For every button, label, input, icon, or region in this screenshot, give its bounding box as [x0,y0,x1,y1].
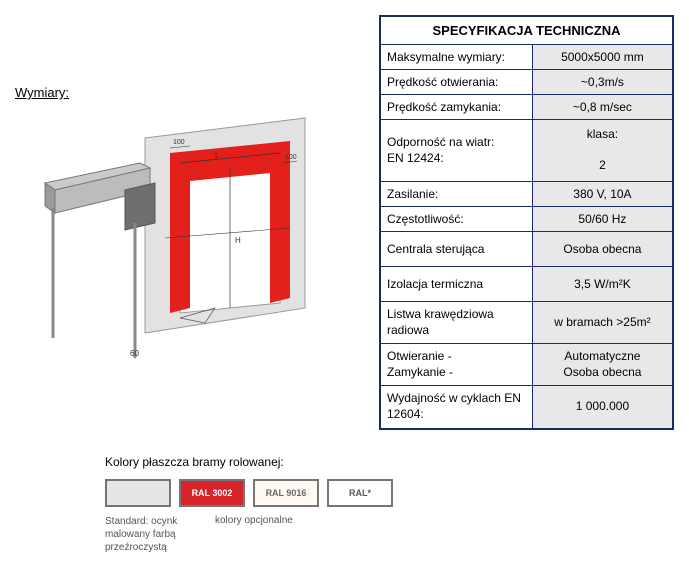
spec-value: 380 V, 10A [532,182,673,207]
spec-row: Zasilanie:380 V, 10A [380,182,673,207]
spec-value: 1 000.000 [532,386,673,429]
color-swatches: RAL 3002 RAL 9016 RAL* [105,479,674,507]
spec-row: Odporność na wiatr: EN 12424:klasa: 2 [380,120,673,182]
spec-value: Automatyczne Osoba obecna [532,344,673,386]
spec-label: Prędkość otwierania: [380,70,532,95]
spec-label: Otwieranie - Zamykanie - [380,344,532,386]
spec-value: Osoba obecna [532,232,673,267]
spec-value: 3,5 W/m²K [532,267,673,302]
color-swatch: RAL* [327,479,393,507]
spec-row: Prędkość otwierania:~0,3m/s [380,70,673,95]
svg-text:100: 100 [173,139,185,146]
spec-label: Częstotliwość: [380,207,532,232]
color-note-standard: Standard: ocynk malowany farbą przeźrocz… [105,515,185,554]
spec-row: Otwieranie - Zamykanie -Automatyczne Oso… [380,344,673,386]
color-swatch: RAL 3002 [179,479,245,507]
spec-label: Listwa krawędziowa radiowa [380,302,532,344]
color-note-optional: kolory opcjonalne [185,515,293,554]
colors-section: Kolory płaszcza bramy rolowanej: RAL 300… [15,455,674,554]
spec-label: Odporność na wiatr: EN 12424: [380,120,532,182]
spec-label: Izolacja termiczna [380,267,532,302]
spec-row: Maksymalne wymiary:5000x5000 mm [380,45,673,70]
spec-label: Wydajność w cyklach EN 12604: [380,386,532,429]
spec-label: Prędkość zamykania: [380,95,532,120]
spec-row: Prędkość zamykania:~0,8 m/sec [380,95,673,120]
svg-text:L: L [215,151,220,160]
svg-text:100: 100 [285,154,297,161]
spec-value: ~0,8 m/sec [532,95,673,120]
svg-text:H: H [235,236,241,245]
spec-table: SPECYFIKACJA TECHNICZNA Maksymalne wymia… [379,15,674,430]
spec-row: Wydajność w cyklach EN 12604:1 000.000 [380,386,673,429]
color-swatch: RAL 9016 [253,479,319,507]
spec-value: 5000x5000 mm [532,45,673,70]
spec-value: ~0,3m/s [532,70,673,95]
spec-row: Częstotliwość:50/60 Hz [380,207,673,232]
color-swatch [105,479,171,507]
spec-label: Centrala sterująca [380,232,532,267]
spec-label: Zasilanie: [380,182,532,207]
spec-value: w bramach >25m² [532,302,673,344]
spec-value: 50/60 Hz [532,207,673,232]
spec-label: Maksymalne wymiary: [380,45,532,70]
spec-title: SPECYFIKACJA TECHNICZNA [380,16,673,45]
dimensions-diagram: L H 100 100 60 [15,108,325,368]
spec-row: Centrala sterującaOsoba obecna [380,232,673,267]
spec-row: Izolacja termiczna3,5 W/m²K [380,267,673,302]
spec-value: klasa: 2 [532,120,673,182]
svg-text:60: 60 [130,349,139,358]
dimensions-label: Wymiary: [15,85,369,100]
colors-title: Kolory płaszcza bramy rolowanej: [105,455,674,469]
spec-row: Listwa krawędziowa radiowaw bramach >25m… [380,302,673,344]
